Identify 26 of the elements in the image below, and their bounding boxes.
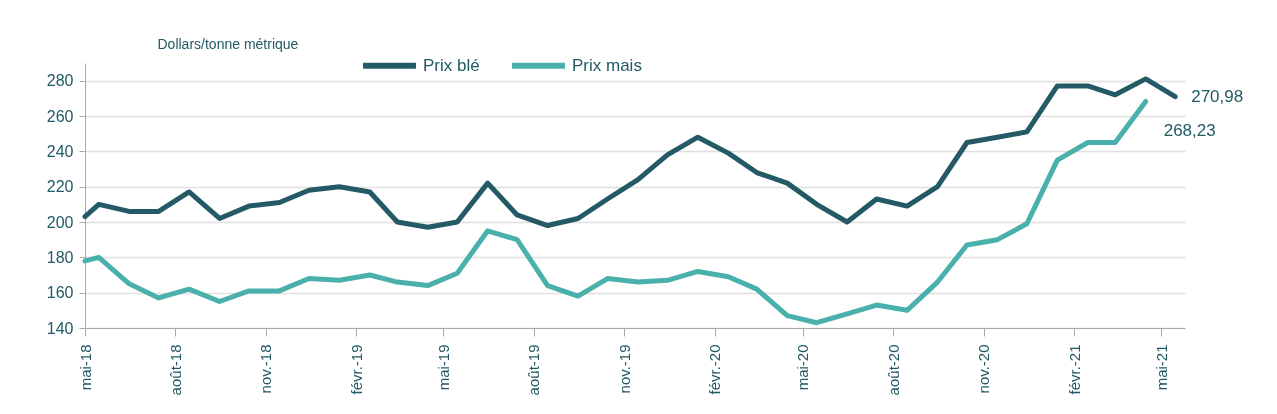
- y-tick-label: 260: [46, 107, 74, 125]
- y-tick-label: 220: [46, 178, 74, 196]
- y-tick-label: 180: [46, 248, 74, 266]
- x-tick-label: mai-21: [1152, 344, 1170, 391]
- x-tick-label: févr.-20: [706, 344, 724, 395]
- x-tick-label: août-18: [166, 344, 184, 396]
- y-tick-label: 240: [46, 142, 74, 160]
- x-tick-label: août-20: [884, 344, 902, 396]
- y-tick-label: 280: [46, 72, 74, 90]
- x-tick-label: févr.-21: [1065, 344, 1083, 395]
- data-label: 270,98: [1191, 86, 1244, 106]
- y-tick-label: 160: [46, 284, 74, 302]
- x-tick-label: nov.-20: [975, 344, 993, 394]
- x-tick-label: mai-20: [794, 344, 812, 391]
- x-tick-label: mai-19: [434, 344, 452, 391]
- data-label: 268,23: [1163, 121, 1216, 141]
- x-tick-label: août-19: [525, 344, 543, 396]
- x-tick-label: nov.-18: [257, 344, 275, 394]
- legend-label: Prix blé: [423, 55, 480, 75]
- y-tick-label: 140: [46, 319, 74, 337]
- legend-label: Prix mais: [572, 55, 642, 75]
- y-axis-title: Dollars/tonne métrique: [157, 35, 299, 52]
- x-tick-label: nov.-19: [615, 344, 633, 394]
- x-tick-label: mai-18: [76, 344, 94, 391]
- y-tick-label: 200: [46, 213, 74, 231]
- x-tick-label: févr.-19: [347, 344, 365, 395]
